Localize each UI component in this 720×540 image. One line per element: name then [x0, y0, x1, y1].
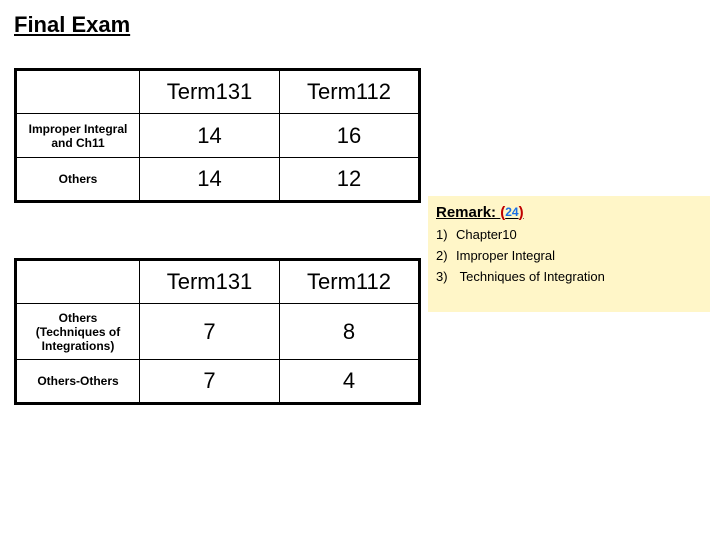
- remark-list: 1)Chapter10 2)Improper Integral 3) Techn…: [436, 227, 702, 284]
- cell-value: 4: [280, 360, 420, 404]
- table-row: Others 14 12: [16, 158, 420, 202]
- cell-value: 14: [140, 114, 280, 158]
- row-label: Others: [16, 158, 140, 202]
- item-number: 1): [436, 227, 456, 242]
- table-row: Improper Integral and Ch11 14 16: [16, 114, 420, 158]
- item-number: 2): [436, 248, 456, 263]
- item-text: Improper Integral: [456, 248, 555, 263]
- item-text: Techniques of Integration: [460, 269, 605, 284]
- table-row: Term131 Term112: [16, 70, 420, 114]
- table-2: Term131 Term112 Others (Techniques of In…: [14, 258, 421, 405]
- cell-value: 7: [140, 360, 280, 404]
- list-item: 2)Improper Integral: [436, 248, 702, 263]
- table-row: Term131 Term112: [16, 260, 420, 304]
- blank-cell: [16, 70, 140, 114]
- remark-num: 24: [505, 205, 518, 219]
- remark-close-paren: ): [519, 204, 524, 221]
- table-1: Term131 Term112 Improper Integral and Ch…: [14, 68, 421, 203]
- cell-value: 16: [280, 114, 420, 158]
- blank-cell: [16, 260, 140, 304]
- table-row: Others-Others 7 4: [16, 360, 420, 404]
- row-label: Improper Integral and Ch11: [16, 114, 140, 158]
- col-header: Term131: [140, 260, 280, 304]
- cell-value: 12: [280, 158, 420, 202]
- cell-value: 7: [140, 304, 280, 360]
- row-label: Others-Others: [16, 360, 140, 404]
- remark-label: Remark:: [436, 204, 496, 221]
- col-header: Term112: [280, 70, 420, 114]
- list-item: 1)Chapter10: [436, 227, 702, 242]
- page-title: Final Exam: [14, 12, 130, 38]
- row-label: Others (Techniques of Integrations): [16, 304, 140, 360]
- list-item: 3) Techniques of Integration: [436, 269, 702, 284]
- col-header: Term112: [280, 260, 420, 304]
- item-text: Chapter10: [456, 227, 517, 242]
- col-header: Term131: [140, 70, 280, 114]
- table-row: Others (Techniques of Integrations) 7 8: [16, 304, 420, 360]
- remark-box: Remark: (24) 1)Chapter10 2)Improper Inte…: [428, 196, 710, 312]
- remark-title: Remark: (24): [436, 204, 524, 221]
- cell-value: 8: [280, 304, 420, 360]
- cell-value: 14: [140, 158, 280, 202]
- item-number: 3): [436, 269, 456, 284]
